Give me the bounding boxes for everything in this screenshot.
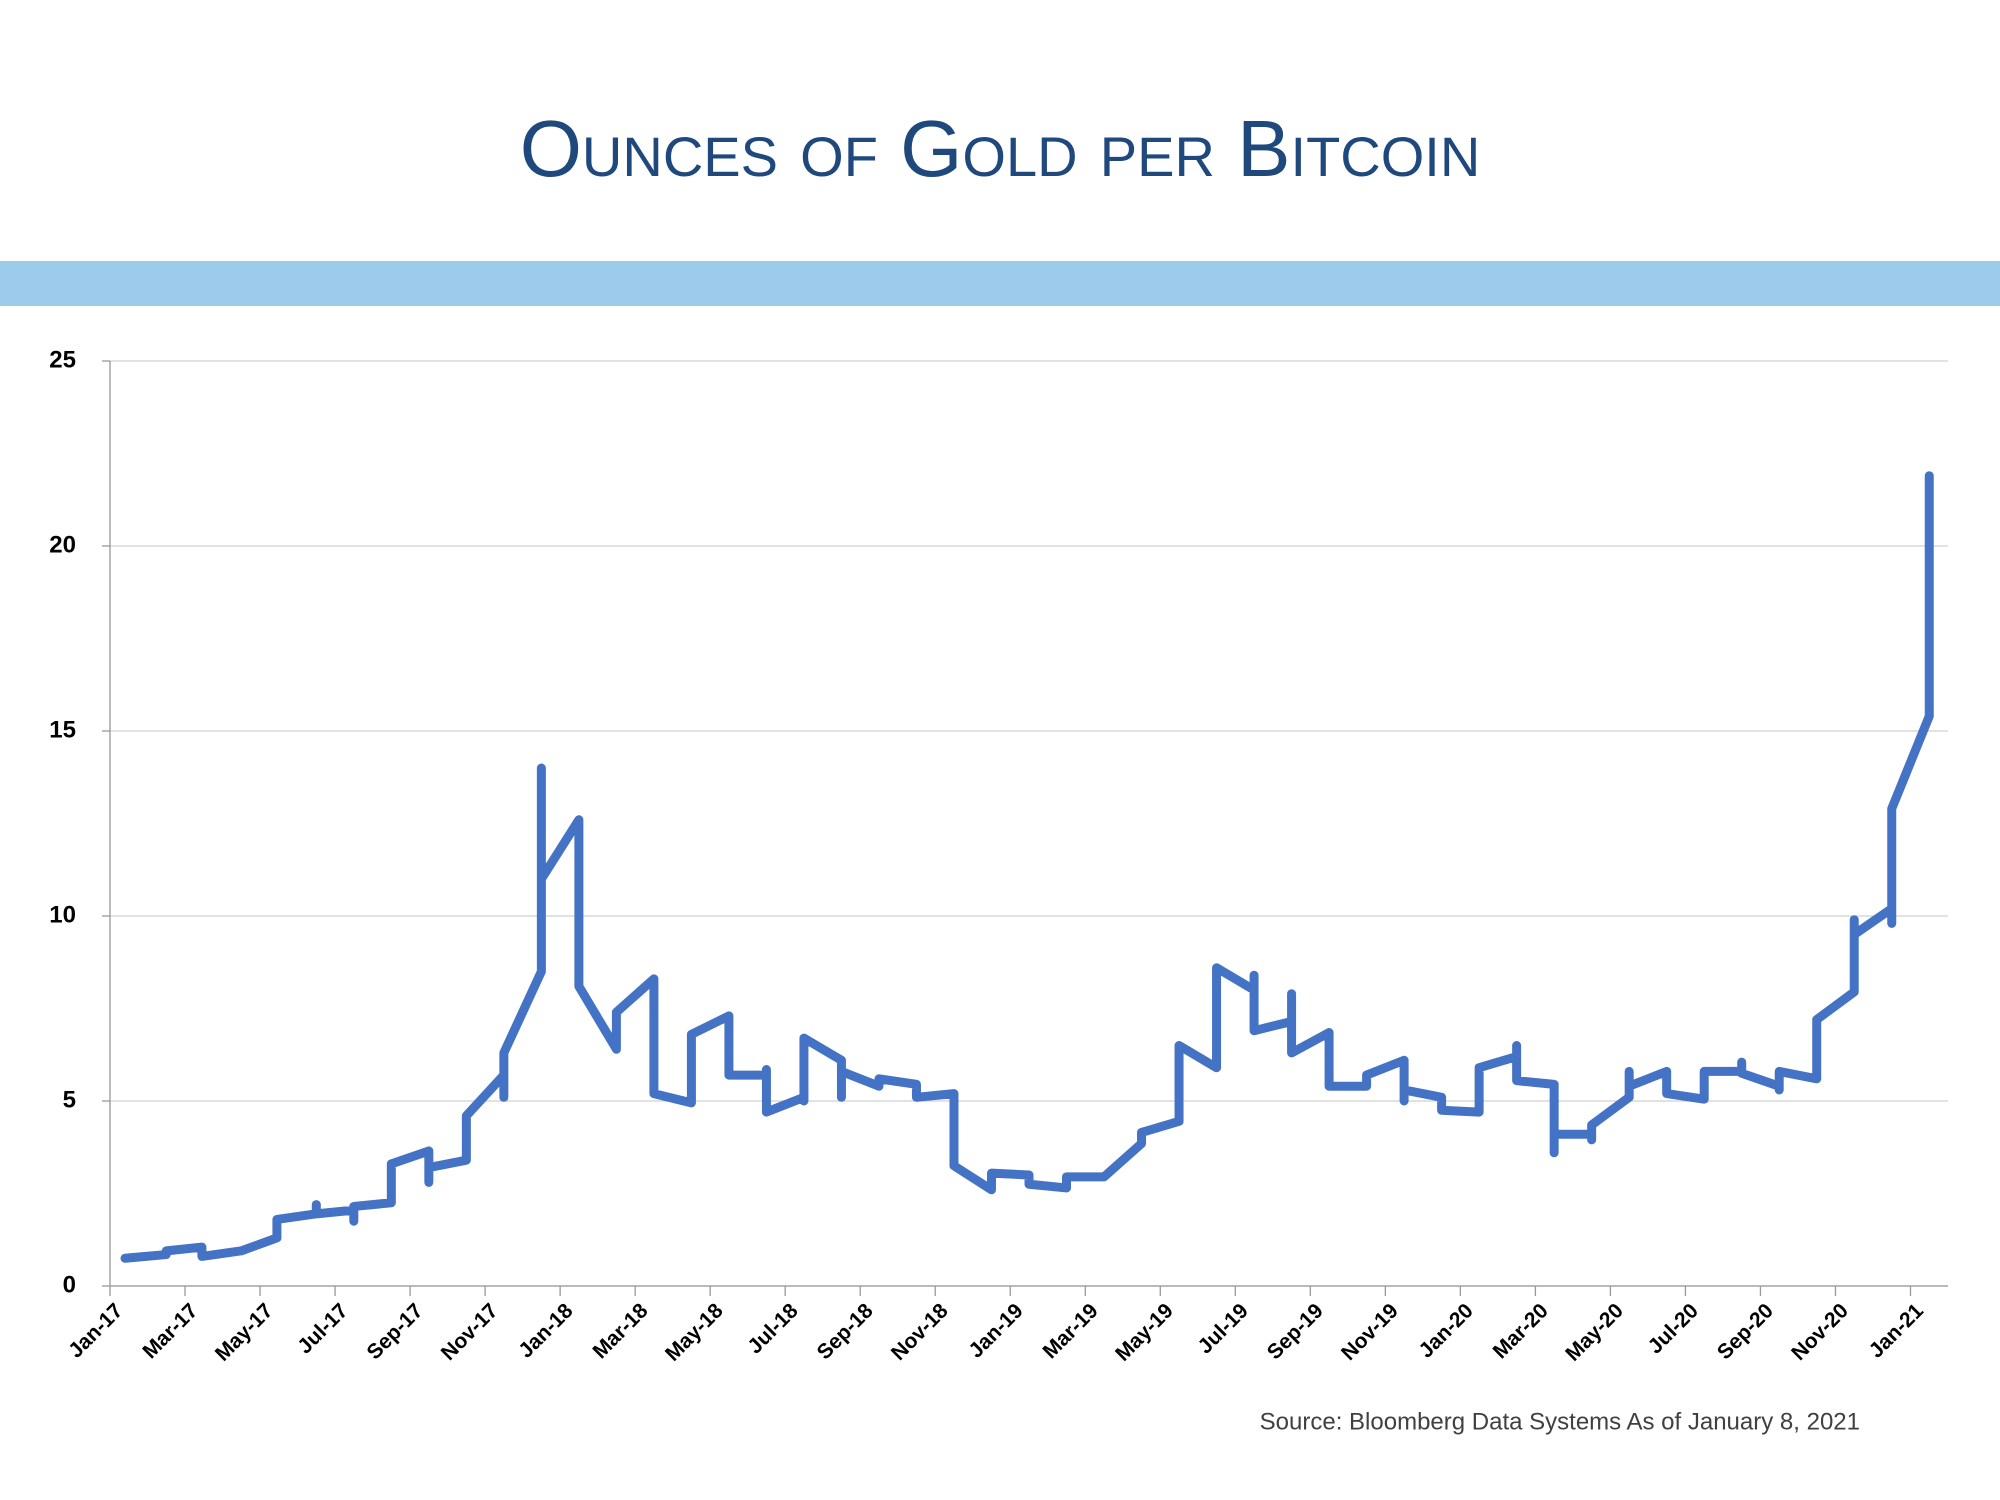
x-tick-label: May-20	[1561, 1299, 1628, 1366]
x-tick-label: Jan-21	[1865, 1299, 1929, 1363]
x-tick-label: Jan-17	[64, 1299, 127, 1362]
x-tick-label: Mar-19	[1039, 1299, 1103, 1363]
y-tick-label: 15	[49, 716, 76, 743]
header-band	[0, 261, 2000, 306]
y-tick-label: 5	[63, 1086, 76, 1113]
x-tick-label: Sep-18	[813, 1299, 878, 1364]
x-tick-label: May-17	[211, 1299, 278, 1366]
x-tick-label: Mar-20	[1489, 1299, 1553, 1363]
x-tick-label: Sep-20	[1713, 1299, 1778, 1364]
x-tick-label: Mar-18	[588, 1299, 652, 1363]
x-tick-label: Sep-19	[1263, 1299, 1328, 1364]
x-tick-label: May-18	[661, 1299, 728, 1366]
x-tick-label: Nov-17	[437, 1299, 503, 1365]
x-tick-label: Jul-18	[743, 1299, 802, 1358]
x-tick-label: Jul-20	[1644, 1299, 1703, 1358]
x-tick-label: Nov-20	[1787, 1299, 1853, 1365]
y-tick-label: 0	[63, 1271, 76, 1298]
x-tick-label: Nov-19	[1337, 1299, 1403, 1365]
x-tick-label: Jul-19	[1194, 1299, 1253, 1358]
y-tick-label: 10	[49, 901, 76, 928]
x-tick-label: Nov-18	[887, 1299, 953, 1365]
x-tick-label: Mar-17	[138, 1299, 202, 1363]
y-tick-label: 20	[49, 531, 76, 558]
x-tick-label: Jan-18	[514, 1299, 578, 1363]
chart-title: Ounces of Gold per Bitcoin	[520, 104, 1481, 193]
data-line	[120, 471, 1934, 1263]
x-tick-label: Sep-17	[363, 1299, 428, 1364]
x-tick-label: Jul-17	[293, 1299, 352, 1358]
y-tick-label: 25	[49, 346, 76, 373]
source-note: Source: Bloomberg Data Systems As of Jan…	[1260, 1408, 1860, 1435]
x-tick-label: Jan-19	[964, 1299, 1027, 1362]
x-tick-label: May-19	[1111, 1299, 1178, 1366]
x-tick-label: Jan-20	[1415, 1299, 1478, 1362]
